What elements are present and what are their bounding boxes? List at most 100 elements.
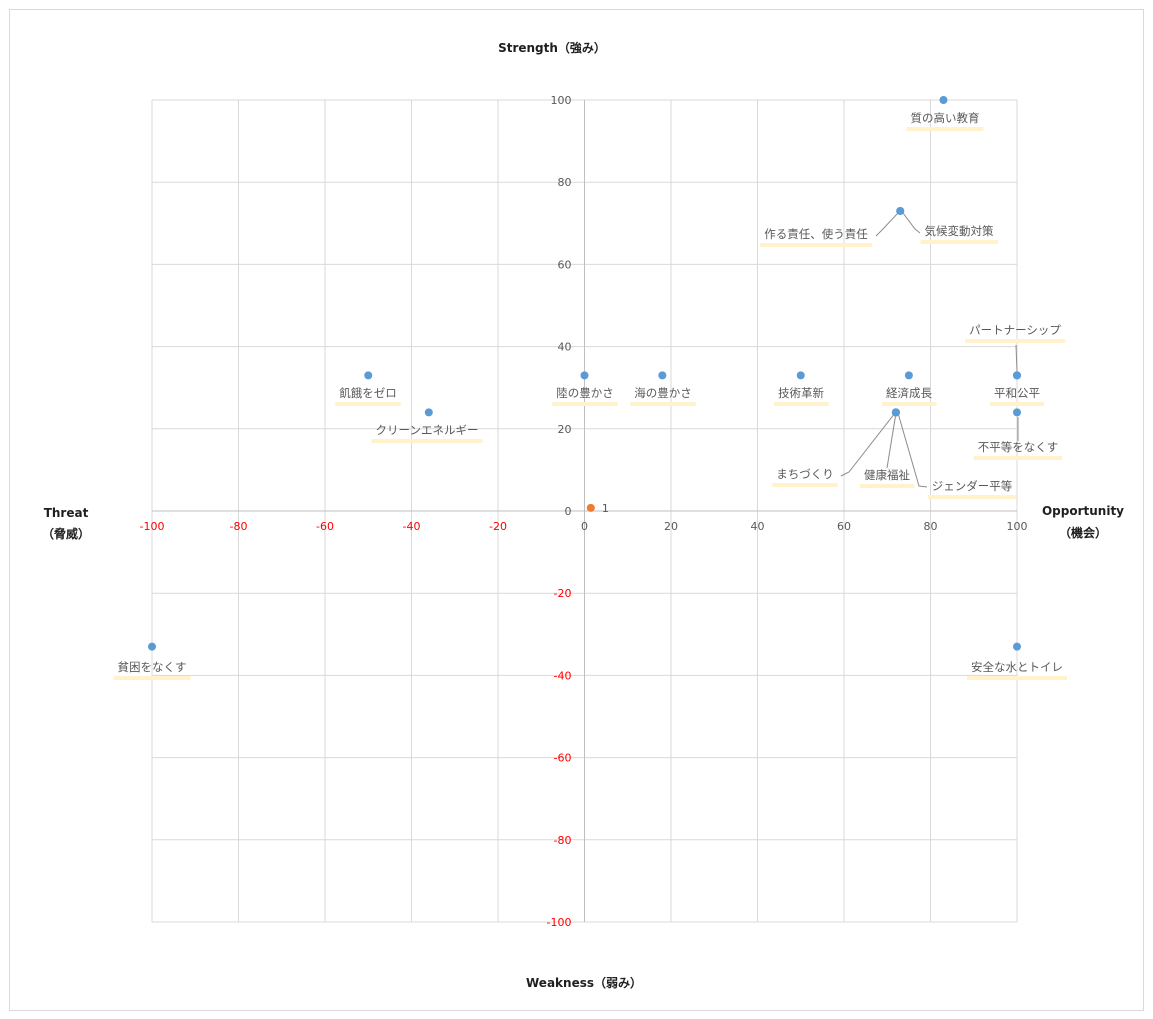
point-label-text: 質の高い教育 — [911, 111, 980, 125]
point-label-text: 海の豊かさ — [634, 386, 692, 400]
label-underline — [760, 243, 873, 247]
point-label-text: 技術革新 — [778, 386, 824, 400]
data-point — [580, 371, 589, 380]
x-tick-label: 20 — [664, 520, 678, 533]
label-underline — [860, 484, 915, 488]
chart-frame — [9, 9, 1144, 1011]
point-label-text: 健康福祉 — [864, 468, 910, 482]
point-label-text: 平和公平 — [994, 386, 1040, 400]
leader-line — [897, 412, 928, 488]
y-tick-label: -100 — [547, 916, 572, 929]
label-underline — [371, 439, 483, 443]
threat-axis-title: Threat — [44, 506, 89, 520]
axes — [152, 100, 1017, 922]
data-points: 1 — [148, 96, 1021, 651]
y-tick-label: 0 — [565, 505, 572, 518]
y-tick-label: -20 — [554, 587, 572, 600]
y-tick-label: -60 — [554, 752, 572, 765]
point-label: 質の高い教育 — [906, 111, 984, 131]
label-underline — [967, 676, 1067, 680]
label-underline — [920, 240, 998, 244]
data-point — [424, 408, 433, 417]
point-label: 経済成長 — [882, 386, 937, 406]
label-underline — [335, 402, 401, 406]
point-label: 平和公平 — [990, 386, 1044, 406]
point-label-text: まちづくり — [776, 467, 834, 481]
weakness-axis-title: Weakness（弱み） — [526, 975, 642, 990]
point-label: クリーンエネルギー — [371, 423, 483, 443]
label-underline — [990, 402, 1044, 406]
point-label-text: パートナーシップ — [969, 323, 1061, 337]
point-label: パートナーシップ — [965, 323, 1066, 343]
label-underline — [973, 456, 1063, 460]
data-point — [891, 408, 900, 417]
y-tick-label: -80 — [554, 834, 572, 847]
data-point — [1013, 642, 1021, 651]
point-label-text: 飢餓をゼロ — [339, 386, 397, 400]
x-tick-label: 80 — [924, 520, 938, 533]
point-label-text: クリーンエネルギー — [376, 423, 479, 437]
point-label-text: 作る責任、使う責任 — [764, 227, 868, 241]
y-tick-label: 100 — [551, 94, 572, 107]
data-point — [939, 96, 948, 104]
x-tick-label: -100 — [140, 520, 165, 533]
x-tick-label: -20 — [489, 520, 507, 533]
leader-line — [886, 412, 897, 469]
y-tick-label: 20 — [558, 423, 572, 436]
x-tick-label: 60 — [837, 520, 851, 533]
label-underline — [774, 402, 829, 406]
point-label-text: 安全な水とトイレ — [971, 660, 1063, 674]
label-underline — [630, 402, 696, 406]
strength-axis-title: Strength（強み） — [498, 40, 606, 55]
y-tick-label: 60 — [558, 258, 572, 271]
data-point — [796, 371, 805, 380]
data-point — [896, 206, 905, 215]
x-tick-label: -40 — [403, 520, 421, 533]
data-point — [1013, 371, 1021, 380]
x-tick-label: 0 — [581, 520, 588, 533]
leader-line — [840, 412, 896, 477]
opportunity-axis-title: Opportunity — [1042, 504, 1124, 518]
x-tick-label: -80 — [230, 520, 248, 533]
point-label-text: ジェンダー平等 — [932, 479, 1013, 493]
point-label: 海の豊かさ — [630, 386, 696, 406]
point-label: 技術革新 — [774, 386, 829, 406]
label-underline — [965, 339, 1066, 343]
data-point — [148, 642, 156, 651]
tick-labels: -100 -80 -60 -40 -20 0 20 40 60 80 100 -100 -80 -60 -4… — [140, 94, 1028, 929]
highlight-point — [586, 503, 595, 512]
x-tick-label: 40 — [751, 520, 765, 533]
opportunity-axis-subtitle: （機会） — [1059, 525, 1107, 540]
point-label: 陸の豊かさ — [552, 386, 618, 406]
label-underline — [552, 402, 618, 406]
label-underline — [906, 127, 984, 131]
data-point — [658, 371, 667, 380]
point-label-text: 経済成長 — [886, 386, 932, 400]
point-label: 安全な水とトイレ — [967, 660, 1067, 680]
data-point — [904, 371, 913, 380]
y-tick-label: 80 — [558, 176, 572, 189]
point-label: 作る責任、使う責任 — [760, 227, 873, 247]
point-label: 気候変動対策 — [920, 224, 998, 244]
data-point — [1013, 408, 1021, 417]
point-label: 飢餓をゼロ — [335, 386, 401, 406]
point-label-text: 陸の豊かさ — [556, 386, 614, 400]
point-label-text: 貧困をなくす — [118, 660, 187, 674]
label-underline — [772, 483, 838, 487]
point-label: ジェンダー平等 — [927, 479, 1017, 499]
label-underline — [113, 676, 191, 680]
data-point — [364, 371, 373, 380]
y-tick-label: 40 — [558, 341, 572, 354]
x-tick-label: -60 — [316, 520, 334, 533]
point-label: 不平等をなくす — [973, 440, 1063, 460]
highlight-point-label: 1 — [602, 502, 609, 515]
point-label: まちづくり — [772, 467, 838, 487]
point-label-text: 不平等をなくす — [978, 440, 1059, 454]
label-underline — [882, 402, 937, 406]
point-label-text: 気候変動対策 — [925, 224, 994, 238]
leader-line — [902, 212, 921, 234]
leader-lines — [840, 212, 1019, 488]
leader-line — [875, 212, 899, 237]
